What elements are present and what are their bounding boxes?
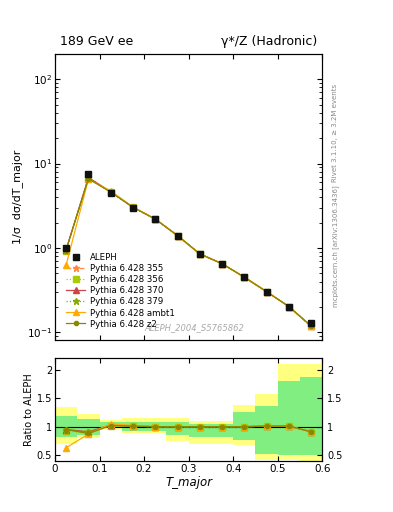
Text: ALEPH_2004_S5765862: ALEPH_2004_S5765862 bbox=[144, 323, 244, 332]
Pythia 6.428 ambt1 bbox=[153, 216, 158, 222]
Pythia 6.428 379 bbox=[220, 261, 224, 267]
Pythia 6.428 355 bbox=[130, 204, 135, 210]
Pythia 6.428 ambt1 bbox=[286, 304, 291, 310]
Pythia 6.428 370 bbox=[64, 247, 68, 253]
Pythia 6.428 370 bbox=[286, 304, 291, 310]
Pythia 6.428 355 bbox=[108, 189, 113, 195]
Pythia 6.428 370 bbox=[264, 289, 269, 295]
Line: Pythia 6.428 ambt1: Pythia 6.428 ambt1 bbox=[62, 176, 315, 330]
Pythia 6.428 z2 bbox=[264, 289, 269, 295]
Line: Pythia 6.428 355: Pythia 6.428 355 bbox=[62, 175, 315, 330]
Pythia 6.428 355 bbox=[153, 216, 158, 222]
Pythia 6.428 ambt1 bbox=[86, 176, 91, 182]
Pythia 6.428 z2 bbox=[175, 232, 180, 239]
Pythia 6.428 356 bbox=[64, 247, 68, 253]
Line: Pythia 6.428 370: Pythia 6.428 370 bbox=[63, 175, 314, 329]
Pythia 6.428 356 bbox=[197, 251, 202, 257]
Pythia 6.428 355 bbox=[309, 323, 314, 329]
Pythia 6.428 z2 bbox=[130, 204, 135, 210]
Y-axis label: Ratio to ALEPH: Ratio to ALEPH bbox=[24, 373, 34, 446]
Pythia 6.428 370 bbox=[86, 175, 91, 181]
Pythia 6.428 355 bbox=[64, 247, 68, 253]
Pythia 6.428 z2 bbox=[242, 274, 247, 280]
Pythia 6.428 379 bbox=[286, 304, 291, 310]
Pythia 6.428 379 bbox=[86, 175, 91, 181]
Pythia 6.428 ambt1 bbox=[130, 204, 135, 210]
Pythia 6.428 370 bbox=[220, 261, 224, 267]
Pythia 6.428 356 bbox=[286, 304, 291, 310]
Text: γ*/Z (Hadronic): γ*/Z (Hadronic) bbox=[220, 35, 317, 48]
Line: Pythia 6.428 z2: Pythia 6.428 z2 bbox=[64, 177, 313, 328]
Text: mcplots.cern.ch [arXiv:1306.3436]: mcplots.cern.ch [arXiv:1306.3436] bbox=[332, 185, 339, 307]
Pythia 6.428 356 bbox=[153, 216, 158, 222]
Pythia 6.428 379 bbox=[108, 189, 113, 195]
Legend: ALEPH, Pythia 6.428 355, Pythia 6.428 356, Pythia 6.428 370, Pythia 6.428 379, P: ALEPH, Pythia 6.428 355, Pythia 6.428 35… bbox=[65, 251, 176, 330]
Pythia 6.428 370 bbox=[130, 204, 135, 210]
Pythia 6.428 356 bbox=[309, 323, 314, 329]
Pythia 6.428 379 bbox=[130, 204, 135, 210]
Pythia 6.428 355 bbox=[286, 304, 291, 310]
Pythia 6.428 z2 bbox=[108, 189, 113, 195]
Pythia 6.428 355 bbox=[197, 251, 202, 257]
Text: 189 GeV ee: 189 GeV ee bbox=[61, 35, 134, 48]
Pythia 6.428 379 bbox=[242, 274, 247, 280]
Pythia 6.428 379 bbox=[153, 216, 158, 222]
Pythia 6.428 379 bbox=[175, 232, 180, 239]
Pythia 6.428 z2 bbox=[220, 261, 224, 267]
Pythia 6.428 379 bbox=[64, 247, 68, 253]
Pythia 6.428 ambt1 bbox=[220, 261, 224, 267]
Pythia 6.428 ambt1 bbox=[309, 323, 314, 329]
X-axis label: T_major: T_major bbox=[165, 476, 212, 489]
Pythia 6.428 ambt1 bbox=[175, 232, 180, 239]
Y-axis label: 1/σ  dσ/dT_major: 1/σ dσ/dT_major bbox=[12, 150, 23, 244]
Text: Rivet 3.1.10, ≥ 3.2M events: Rivet 3.1.10, ≥ 3.2M events bbox=[332, 84, 338, 182]
Pythia 6.428 379 bbox=[264, 289, 269, 295]
Line: Pythia 6.428 379: Pythia 6.428 379 bbox=[62, 175, 315, 330]
Pythia 6.428 379 bbox=[197, 251, 202, 257]
Pythia 6.428 ambt1 bbox=[108, 188, 113, 194]
Pythia 6.428 355 bbox=[86, 175, 91, 181]
Pythia 6.428 356 bbox=[108, 189, 113, 195]
Pythia 6.428 356 bbox=[264, 289, 269, 295]
Pythia 6.428 356 bbox=[175, 232, 180, 239]
Pythia 6.428 356 bbox=[86, 176, 91, 182]
Pythia 6.428 z2 bbox=[286, 304, 291, 310]
Pythia 6.428 370 bbox=[309, 323, 314, 329]
Pythia 6.428 z2 bbox=[309, 323, 314, 329]
Pythia 6.428 z2 bbox=[64, 247, 68, 253]
Pythia 6.428 379 bbox=[309, 323, 314, 329]
Pythia 6.428 356 bbox=[242, 274, 247, 280]
Pythia 6.428 355 bbox=[264, 289, 269, 295]
Pythia 6.428 370 bbox=[175, 232, 180, 239]
Pythia 6.428 z2 bbox=[197, 251, 202, 257]
Pythia 6.428 355 bbox=[175, 232, 180, 239]
Pythia 6.428 370 bbox=[197, 251, 202, 257]
Pythia 6.428 370 bbox=[153, 216, 158, 222]
Pythia 6.428 370 bbox=[108, 188, 113, 195]
Pythia 6.428 ambt1 bbox=[64, 262, 68, 268]
Pythia 6.428 ambt1 bbox=[197, 251, 202, 257]
Pythia 6.428 356 bbox=[130, 204, 135, 210]
Pythia 6.428 355 bbox=[242, 274, 247, 280]
Line: Pythia 6.428 356: Pythia 6.428 356 bbox=[63, 176, 314, 329]
Pythia 6.428 z2 bbox=[86, 176, 91, 182]
Pythia 6.428 ambt1 bbox=[242, 274, 247, 280]
Pythia 6.428 356 bbox=[220, 261, 224, 267]
Pythia 6.428 z2 bbox=[153, 216, 158, 222]
Pythia 6.428 ambt1 bbox=[264, 289, 269, 295]
Pythia 6.428 370 bbox=[242, 274, 247, 280]
Pythia 6.428 355 bbox=[220, 261, 224, 267]
